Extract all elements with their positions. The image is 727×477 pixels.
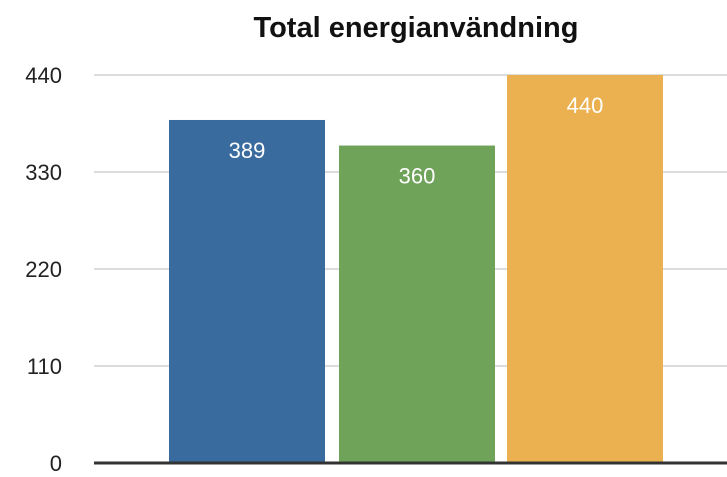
y-tick-label: 110 bbox=[27, 354, 62, 379]
data-labels: 389 360 440 bbox=[229, 93, 604, 189]
chart-title: Total energianvändning bbox=[254, 12, 579, 44]
y-axis-ticks: 0 110 220 330 440 bbox=[25, 63, 62, 476]
y-tick-label: 0 bbox=[50, 451, 62, 476]
bar-value-label: 360 bbox=[399, 164, 436, 189]
bar bbox=[169, 119, 325, 464]
y-tick-label: 440 bbox=[25, 63, 62, 88]
bar-value-label: 440 bbox=[567, 93, 604, 118]
bar bbox=[507, 75, 663, 463]
y-tick-label: 330 bbox=[25, 160, 62, 185]
y-tick-label: 220 bbox=[25, 257, 62, 282]
bar bbox=[339, 145, 495, 463]
bars bbox=[169, 75, 663, 464]
bar-value-label: 389 bbox=[229, 138, 266, 163]
